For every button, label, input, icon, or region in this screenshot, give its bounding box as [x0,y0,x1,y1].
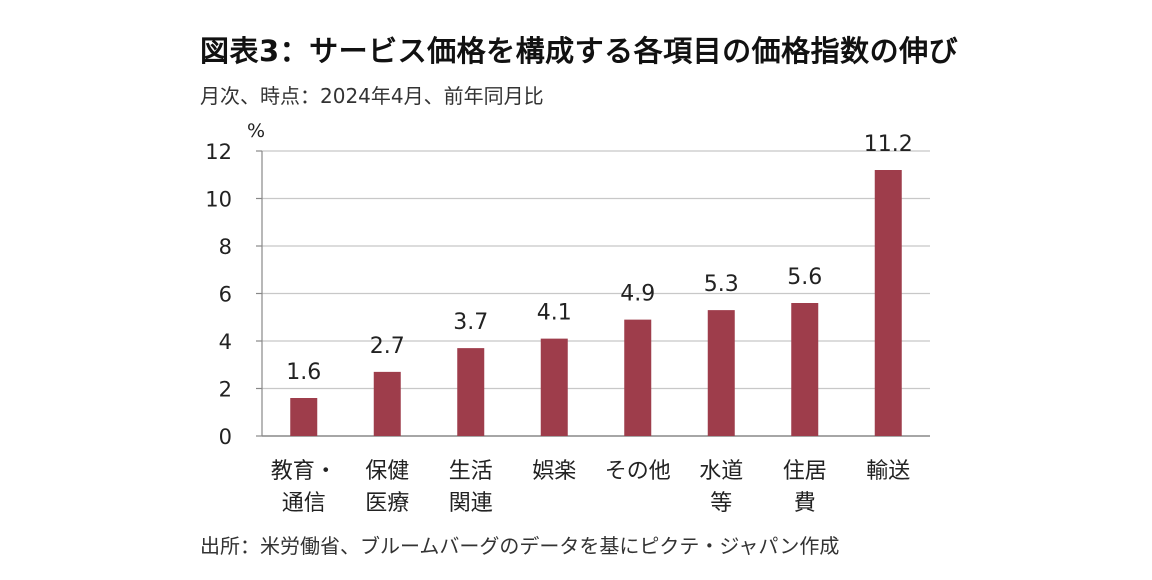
y-tick-label: 4 [219,330,232,354]
category-label: 通信 [282,491,326,516]
bar [457,348,485,436]
y-tick-label: 2 [219,378,232,402]
chart-title: 図表3：サービス価格を構成する各項目の価格指数の伸び [200,34,959,68]
y-tick-label: 8 [219,235,232,259]
bar [707,310,735,436]
category-label: 等 [710,491,732,516]
chart-subtitle: 月次、時点：2024年4月、前年同月比 [200,84,544,108]
data-label: 4.9 [620,282,655,307]
bar [791,303,819,436]
category-label: 生活 [449,459,493,484]
data-label: 3.7 [453,310,488,335]
y-tick-label: 10 [205,188,232,212]
category-label: その他 [605,459,671,484]
data-label: 5.3 [704,272,739,297]
bar [624,319,652,436]
data-label: 4.1 [537,301,572,326]
category-label: 住居 [783,459,827,484]
category-label: 保健 [365,459,409,484]
bar [874,170,902,436]
y-tick-label: 6 [219,283,232,307]
category-label: 医療 [365,491,409,516]
category-label: 水道 [699,459,743,484]
category-label: 関連 [449,491,493,516]
category-label: 娯楽 [532,459,576,484]
data-label: 2.7 [370,334,405,359]
y-tick-label: 12 [205,140,232,164]
y-unit-label: % [247,120,265,142]
category-label: 教育・ [271,459,337,484]
data-label: 11.2 [864,132,913,157]
data-label: 5.6 [787,265,822,290]
data-label: 1.6 [286,360,321,385]
source-note: 出所：米労働省、ブルームバーグのデータを基にピクテ・ジャパン作成 [200,534,840,558]
category-label: 費 [794,491,816,516]
bar [540,338,568,436]
category-label: 輸送 [866,459,910,484]
bar [290,398,318,436]
bar [373,371,401,436]
y-tick-label: 0 [219,425,232,449]
